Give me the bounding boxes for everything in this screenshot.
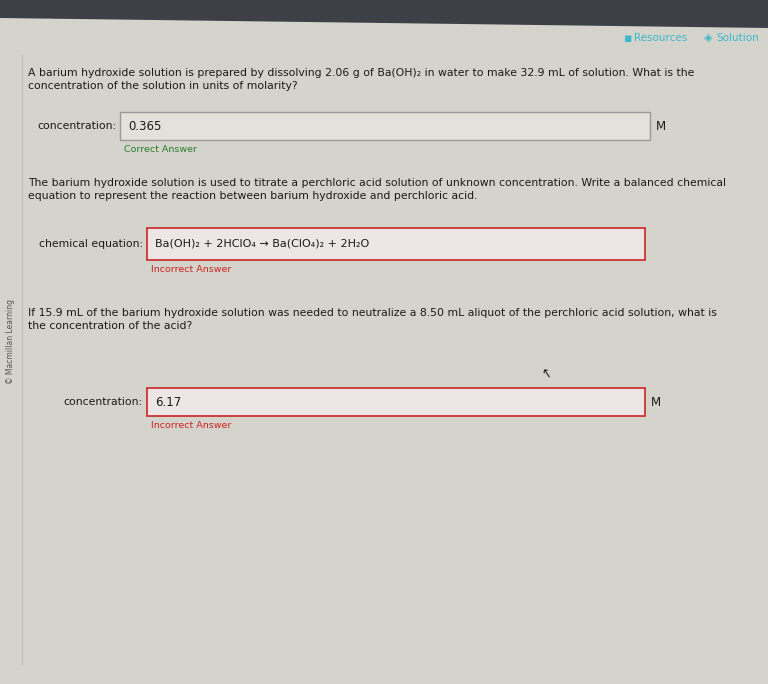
Text: the concentration of the acid?: the concentration of the acid? — [28, 321, 192, 331]
Text: ◈: ◈ — [704, 33, 713, 43]
Text: The barium hydroxide solution is used to titrate a perchloric acid solution of u: The barium hydroxide solution is used to… — [28, 178, 726, 188]
Text: Incorrect Answer: Incorrect Answer — [151, 265, 231, 274]
Text: concentration:: concentration: — [64, 397, 143, 407]
Text: Correct Answer: Correct Answer — [124, 145, 197, 154]
FancyBboxPatch shape — [147, 228, 645, 260]
Text: M: M — [651, 395, 661, 408]
Text: Incorrect Answer: Incorrect Answer — [151, 421, 231, 430]
Text: A barium hydroxide solution is prepared by dissolving 2.06 g of Ba(OH)₂ in water: A barium hydroxide solution is prepared … — [28, 68, 694, 78]
Text: concentration:: concentration: — [37, 121, 116, 131]
Polygon shape — [0, 0, 768, 28]
Text: 0.365: 0.365 — [128, 120, 161, 133]
Text: ▪: ▪ — [624, 31, 633, 44]
Text: 6.17: 6.17 — [155, 395, 181, 408]
Text: equation to represent the reaction between barium hydroxide and perchloric acid.: equation to represent the reaction betwe… — [28, 191, 478, 201]
Text: chemical equation:: chemical equation: — [39, 239, 143, 249]
Text: © Macmillan Learning: © Macmillan Learning — [6, 300, 15, 384]
Text: Solution: Solution — [716, 33, 759, 43]
Text: ↖: ↖ — [540, 367, 553, 381]
Text: concentration of the solution in units of molarity?: concentration of the solution in units o… — [28, 81, 298, 91]
Text: Ba(OH)₂ + 2HClO₄ → Ba(ClO₄)₂ + 2H₂O: Ba(OH)₂ + 2HClO₄ → Ba(ClO₄)₂ + 2H₂O — [155, 239, 369, 249]
FancyBboxPatch shape — [120, 112, 650, 140]
Text: M: M — [656, 120, 666, 133]
Text: If 15.9 mL of the barium hydroxide solution was needed to neutralize a 8.50 mL a: If 15.9 mL of the barium hydroxide solut… — [28, 308, 717, 318]
Text: Resources: Resources — [634, 33, 687, 43]
FancyBboxPatch shape — [147, 388, 645, 416]
